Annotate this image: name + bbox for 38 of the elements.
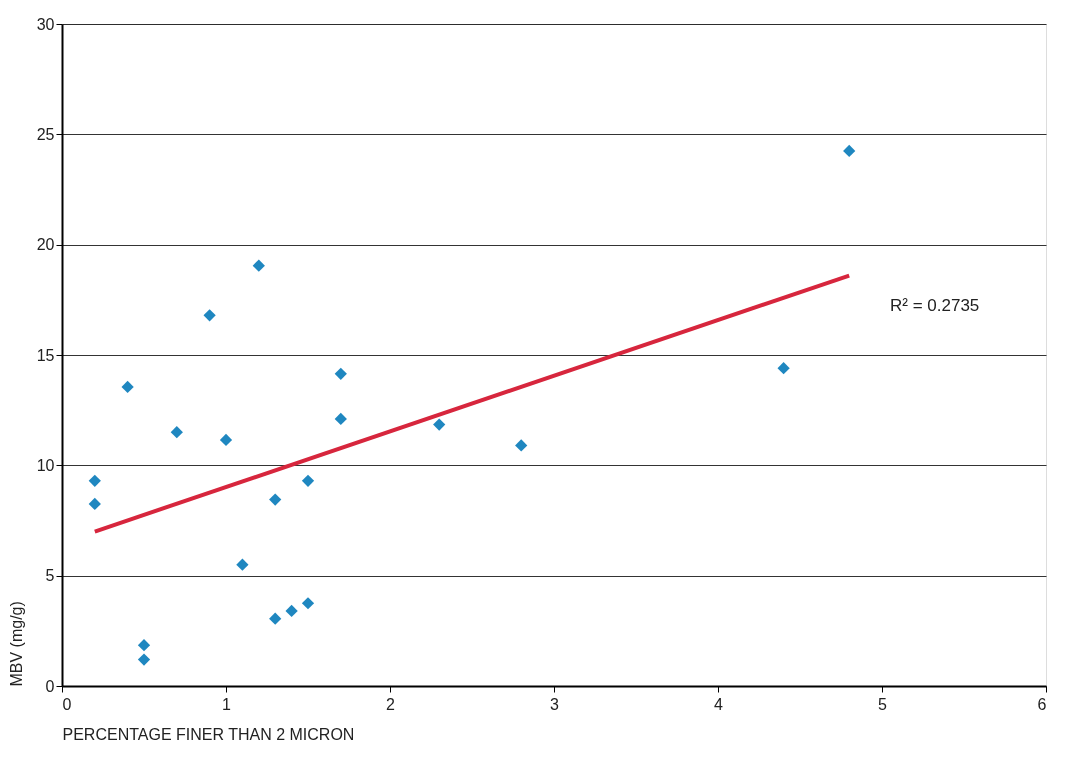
y-tick-label: 20: [36, 236, 55, 254]
y-tick-label: 5: [45, 567, 55, 585]
point: [843, 144, 856, 158]
point: [219, 433, 233, 447]
x-tick-label: 4: [714, 695, 724, 713]
point: [121, 380, 134, 394]
point: [137, 639, 151, 652]
x-tick-label: 2: [386, 695, 396, 713]
y-tick-label: 0: [45, 677, 55, 695]
point: [203, 309, 216, 322]
y-axis-title: MBV (mg/g): [7, 601, 25, 687]
point: [88, 497, 101, 511]
y-tick-label: 25: [36, 125, 55, 143]
point: [252, 259, 265, 272]
point: [433, 418, 446, 431]
y-tick-label: 15: [36, 346, 55, 364]
point: [301, 597, 315, 610]
point: [137, 653, 151, 666]
point: [269, 612, 282, 625]
point: [88, 474, 101, 487]
point: [515, 439, 528, 452]
point: [777, 362, 790, 375]
point: [170, 426, 183, 439]
x-tick-label: 5: [878, 695, 888, 713]
annotation: R² = 0.2735: [890, 296, 980, 315]
point: [285, 604, 298, 618]
x-tick-label: 6: [1037, 695, 1047, 713]
x-axis-title: PERCENTAGE FINER THAN 2 MICRON: [62, 725, 355, 743]
y-tick-label: 10: [36, 456, 55, 474]
point: [301, 474, 315, 487]
x-tick-label: 0: [62, 695, 72, 713]
point: [236, 558, 249, 571]
point: [334, 367, 347, 380]
point: [334, 412, 347, 426]
x-tick-label: 1: [222, 695, 232, 713]
x-tick-label: 3: [550, 695, 560, 713]
y-tick-label: 30: [36, 15, 55, 33]
point: [269, 493, 282, 506]
